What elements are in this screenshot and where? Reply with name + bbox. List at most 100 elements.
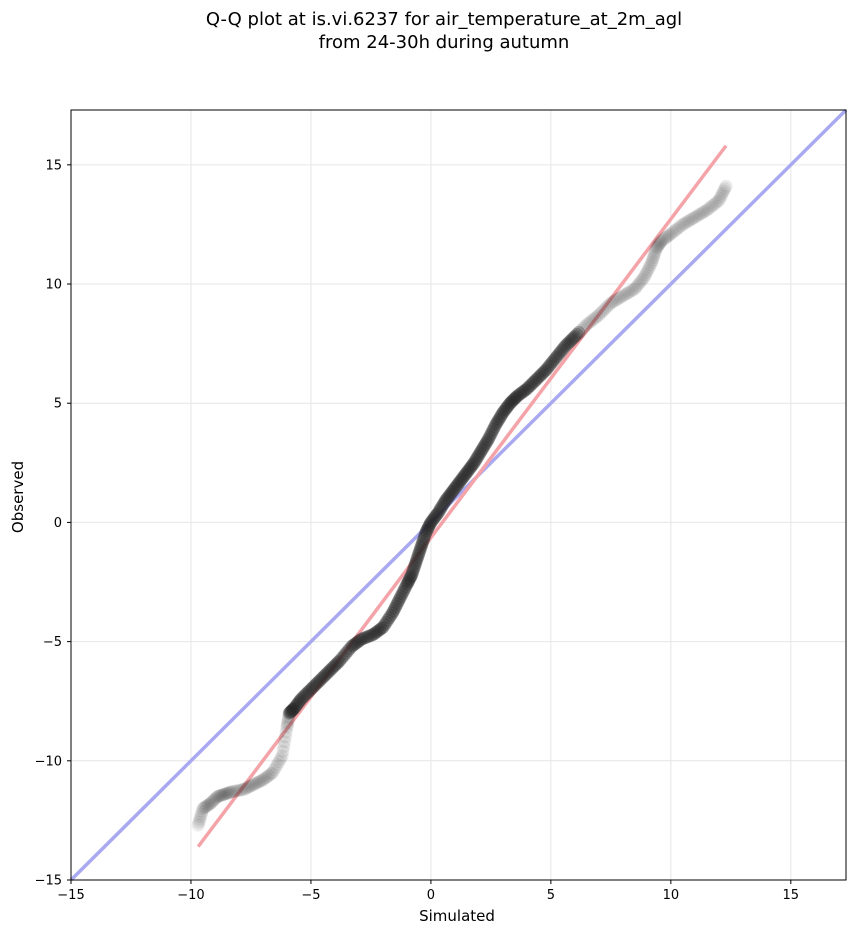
data-point <box>600 300 614 314</box>
data-point <box>206 794 220 808</box>
y-tick-label: 0 <box>54 516 62 531</box>
data-point <box>310 676 324 690</box>
data-point <box>696 206 710 220</box>
data-point <box>566 331 580 345</box>
data-point <box>715 186 729 200</box>
data-point <box>521 380 535 394</box>
data-point <box>678 216 692 230</box>
data-point <box>415 537 429 551</box>
data-point <box>712 194 726 208</box>
data-point <box>528 374 542 388</box>
data-point <box>503 396 517 410</box>
data-point <box>492 412 506 426</box>
data-point <box>384 608 398 622</box>
data-point <box>651 239 665 253</box>
data-point <box>708 197 722 211</box>
data-point <box>238 782 252 796</box>
data-point <box>197 801 211 815</box>
data-point <box>434 502 448 516</box>
data-point <box>286 702 300 716</box>
x-tick-label: 5 <box>547 888 555 903</box>
data-point <box>479 436 493 450</box>
chart-title-line-2: from 24-30h during autumn <box>319 32 570 53</box>
data-point <box>558 339 572 353</box>
data-point <box>354 632 368 646</box>
data-point <box>259 770 273 784</box>
data-point <box>640 265 654 279</box>
data-point <box>325 662 339 676</box>
data-point <box>280 718 294 732</box>
data-point <box>620 287 634 301</box>
data-point <box>408 558 422 572</box>
data-point <box>288 700 302 714</box>
data-point <box>304 682 318 696</box>
data-point <box>682 214 696 228</box>
data-point <box>690 209 704 223</box>
data-point <box>489 418 503 432</box>
data-point <box>373 623 387 637</box>
data-point <box>657 232 671 246</box>
data-point <box>706 198 720 212</box>
data-point <box>409 556 423 570</box>
data-point <box>420 523 434 537</box>
data-point <box>594 306 608 320</box>
data-point <box>410 551 424 565</box>
data-point <box>473 446 487 460</box>
data-point <box>402 574 416 588</box>
data-point <box>648 246 662 260</box>
data-point <box>424 515 438 529</box>
data-point <box>550 349 564 363</box>
x-tick-label: 15 <box>783 888 800 903</box>
data-point <box>285 704 299 718</box>
data-point <box>614 290 628 304</box>
data-point <box>477 440 491 454</box>
data-point <box>549 351 563 365</box>
data-point <box>282 709 296 723</box>
data-point <box>204 796 218 810</box>
data-point <box>668 224 682 238</box>
x-tick-label: −15 <box>57 888 84 903</box>
data-point <box>292 695 306 709</box>
data-point <box>676 217 690 231</box>
data-point <box>402 573 416 587</box>
data-point <box>219 787 233 801</box>
data-point <box>306 681 320 695</box>
y-axis-ticks: −15 −10 −5 0 5 10 15 <box>35 158 71 889</box>
data-point <box>461 464 475 478</box>
data-point <box>296 690 310 704</box>
data-point <box>529 372 543 386</box>
y-tick-label: −5 <box>43 635 62 650</box>
data-point <box>392 594 406 608</box>
data-point <box>381 613 395 627</box>
data-point <box>631 278 645 292</box>
data-point <box>339 647 353 661</box>
data-point <box>274 752 288 766</box>
data-point <box>423 517 437 531</box>
data-point <box>399 580 413 594</box>
data-point <box>233 783 247 797</box>
data-point <box>282 711 296 725</box>
data-point <box>598 302 612 316</box>
data-point <box>382 611 396 625</box>
data-point <box>291 697 305 711</box>
data-point <box>235 783 249 797</box>
data-point <box>502 398 516 412</box>
grid-lines <box>70 110 846 881</box>
data-point <box>452 476 465 490</box>
data-point <box>330 657 344 671</box>
data-point <box>254 774 268 788</box>
data-point <box>637 270 651 284</box>
data-point <box>654 234 668 248</box>
data-point <box>645 256 659 270</box>
data-point <box>192 815 206 829</box>
data-point <box>480 434 494 448</box>
fit-line <box>196 144 728 848</box>
data-point <box>664 227 678 241</box>
data-point <box>510 389 524 403</box>
data-point <box>323 663 337 677</box>
data-point <box>343 642 357 656</box>
data-point <box>281 713 295 727</box>
data-point <box>639 267 653 281</box>
data-point <box>628 282 642 296</box>
